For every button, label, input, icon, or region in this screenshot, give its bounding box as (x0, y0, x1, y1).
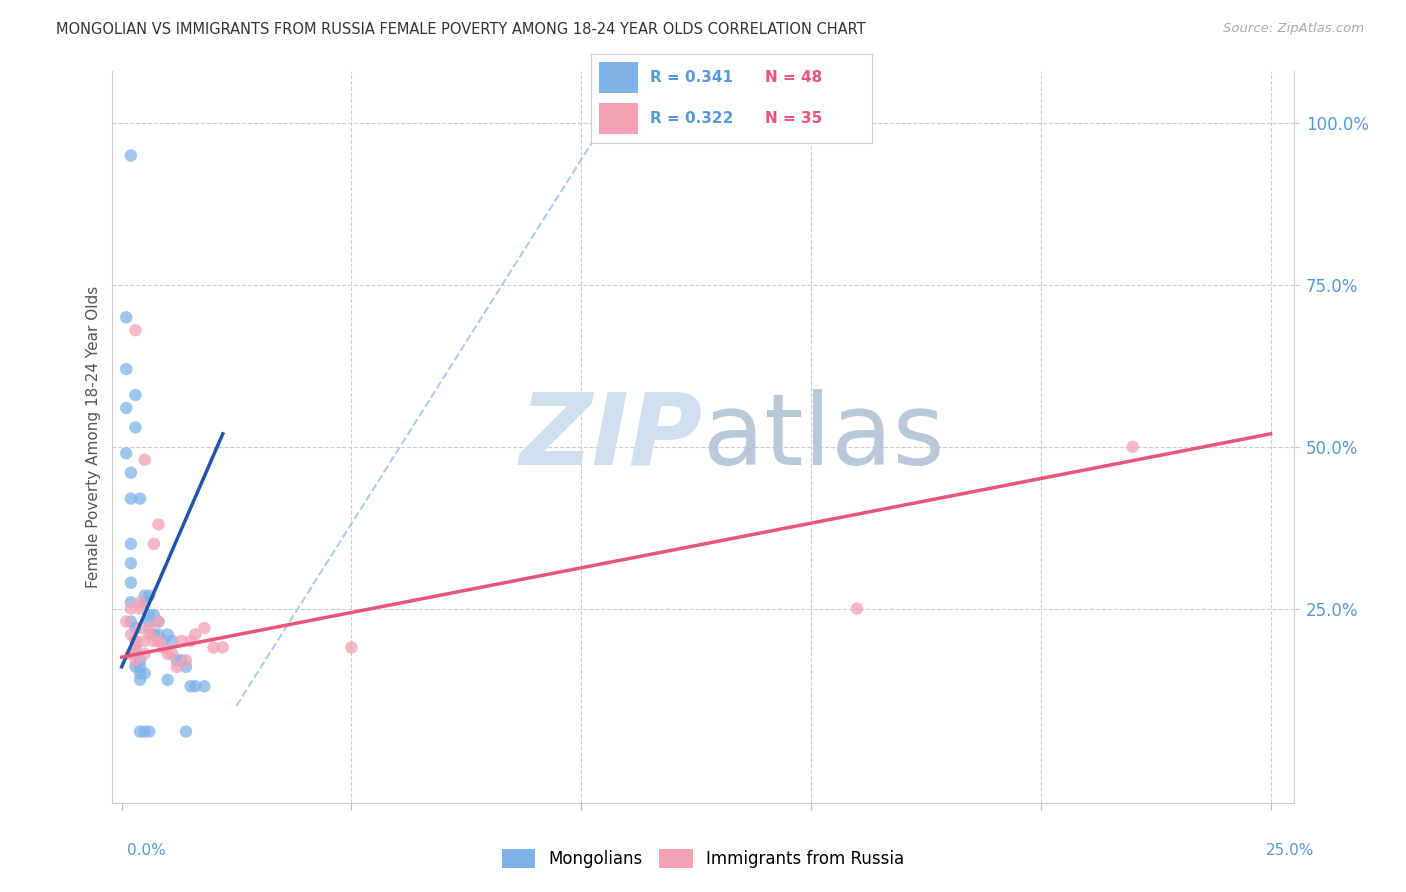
Point (156, 673, 179, 687)
Point (156, 627, 179, 641)
Point (148, 627, 170, 641)
Point (138, 589, 160, 603)
Point (174, 653, 197, 667)
Text: R = 0.341: R = 0.341 (650, 70, 733, 85)
Point (166, 653, 188, 667)
Point (115, 362, 138, 376)
Point (115, 615, 138, 629)
Point (134, 666, 156, 681)
Point (115, 446, 138, 460)
Point (148, 517, 170, 532)
Point (120, 647, 142, 661)
Point (129, 666, 152, 681)
Y-axis label: Female Poverty Among 18-24 Year Olds: Female Poverty Among 18-24 Year Olds (86, 286, 101, 588)
Point (120, 466, 142, 480)
Point (124, 621, 146, 635)
Text: N = 35: N = 35 (765, 112, 823, 126)
Point (174, 724, 197, 739)
Point (134, 634, 156, 648)
Point (120, 537, 142, 551)
Point (142, 608, 165, 623)
Point (120, 627, 142, 641)
Point (142, 634, 165, 648)
Bar (599, 103, 638, 134)
Point (184, 627, 207, 641)
Point (180, 679, 202, 693)
Point (129, 660, 152, 674)
Point (138, 608, 160, 623)
Point (211, 640, 233, 655)
Point (184, 679, 207, 693)
Point (142, 537, 165, 551)
Point (138, 621, 160, 635)
Legend: Mongolians, Immigrants from Russia: Mongolians, Immigrants from Russia (495, 842, 911, 875)
Point (124, 634, 146, 648)
Point (340, 640, 363, 655)
Point (129, 673, 152, 687)
Point (124, 653, 146, 667)
Point (120, 148, 142, 162)
Point (193, 679, 215, 693)
Text: 0.0%: 0.0% (127, 843, 166, 858)
Point (124, 640, 146, 655)
Point (124, 323, 146, 337)
Point (148, 634, 170, 648)
Point (120, 615, 142, 629)
Point (138, 627, 160, 641)
Point (120, 575, 142, 590)
Text: Source: ZipAtlas.com: Source: ZipAtlas.com (1223, 22, 1364, 36)
Point (124, 420, 146, 434)
Bar (599, 62, 638, 93)
Point (129, 595, 152, 609)
Text: ZIP: ZIP (520, 389, 703, 485)
Point (129, 724, 152, 739)
Text: R = 0.322: R = 0.322 (650, 112, 733, 126)
Text: MONGOLIAN VS IMMIGRANTS FROM RUSSIA FEMALE POVERTY AMONG 18-24 YEAR OLDS CORRELA: MONGOLIAN VS IMMIGRANTS FROM RUSSIA FEMA… (56, 22, 866, 37)
Text: N = 48: N = 48 (765, 70, 823, 85)
Point (124, 634, 146, 648)
Point (129, 491, 152, 506)
Point (120, 601, 142, 615)
Point (124, 640, 146, 655)
Point (124, 388, 146, 402)
Point (166, 660, 188, 674)
Point (845, 601, 868, 615)
Point (115, 310, 138, 325)
Point (124, 660, 146, 674)
Point (170, 653, 193, 667)
Text: 25.0%: 25.0% (1267, 843, 1315, 858)
Point (152, 634, 174, 648)
Point (180, 634, 202, 648)
Text: atlas: atlas (703, 389, 945, 485)
Point (134, 589, 156, 603)
Point (170, 634, 193, 648)
Point (156, 647, 179, 661)
Point (129, 601, 152, 615)
Point (202, 640, 225, 655)
Point (138, 724, 160, 739)
Point (160, 634, 183, 648)
Point (120, 595, 142, 609)
Point (129, 653, 152, 667)
Point (193, 621, 215, 635)
Point (142, 627, 165, 641)
Point (152, 640, 174, 655)
Point (134, 452, 156, 467)
Point (120, 557, 142, 571)
Point (129, 621, 152, 635)
Point (174, 660, 197, 674)
Point (134, 724, 156, 739)
Point (124, 647, 146, 661)
Point (120, 491, 142, 506)
Point (138, 615, 160, 629)
Point (148, 615, 170, 629)
Point (148, 615, 170, 629)
Point (115, 401, 138, 415)
Point (134, 647, 156, 661)
Point (134, 595, 156, 609)
Point (160, 647, 183, 661)
Point (1122, 440, 1144, 454)
